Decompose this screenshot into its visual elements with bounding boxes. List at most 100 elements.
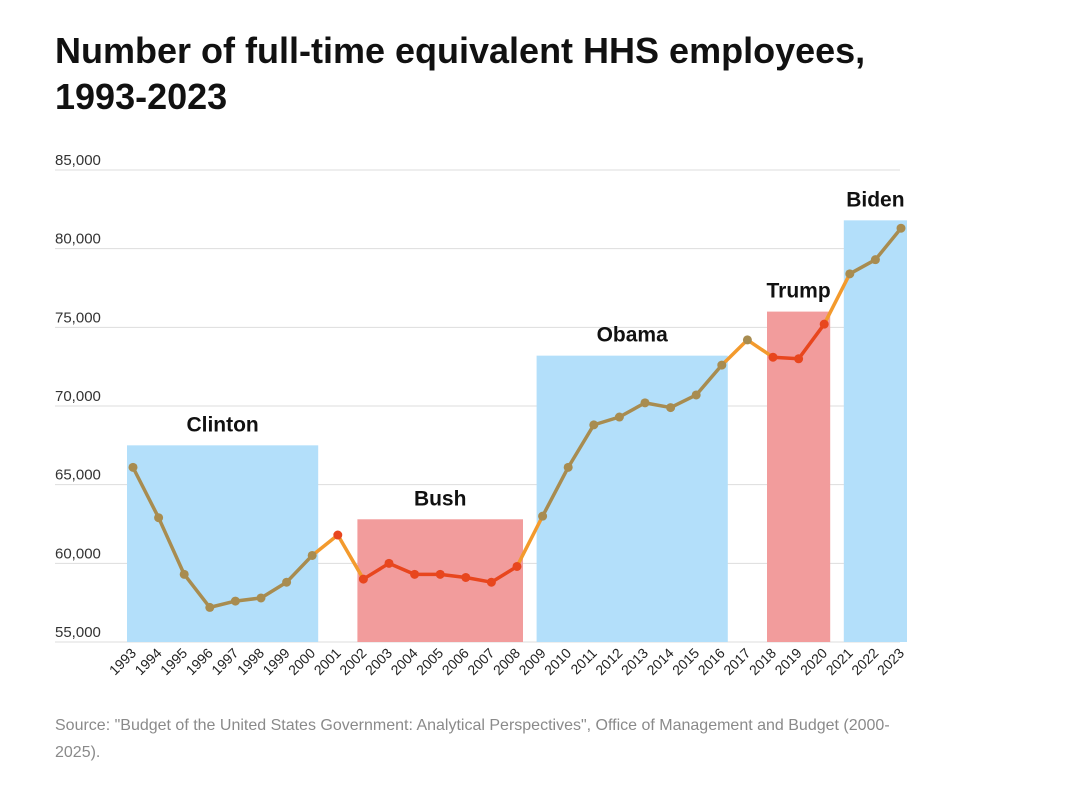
x-tick-label: 2011 — [567, 645, 600, 678]
line-segment — [822, 272, 852, 326]
era-label-trump: Trump — [767, 280, 831, 303]
y-tick-label: 65,000 — [55, 467, 101, 484]
y-tick-label: 85,000 — [55, 152, 101, 169]
era-band-clinton — [127, 445, 319, 642]
line-segment — [131, 465, 161, 520]
data-point-2012 — [614, 412, 624, 422]
data-point-2014 — [666, 403, 676, 413]
x-tick-label: 2001 — [311, 645, 344, 678]
data-point-2016 — [717, 360, 727, 370]
x-tick-label: 2002 — [336, 645, 369, 678]
y-axis-ticks: 55,000 60,000 65,000 70,000 75,000 80,000 85,0… — [55, 152, 101, 641]
data-point-1996 — [205, 602, 215, 612]
data-point-2011 — [589, 420, 599, 430]
x-tick-label: 2021 — [823, 645, 856, 678]
data-point-2008 — [512, 561, 522, 571]
line-segment — [182, 572, 212, 610]
source-note: Source: "Budget of the United States Gov… — [55, 717, 890, 761]
y-tick-label: 80,000 — [55, 231, 101, 248]
line-segment — [694, 363, 724, 397]
x-tick-label: 2015 — [669, 645, 702, 678]
data-points — [128, 223, 906, 612]
x-tick-label: 2016 — [695, 645, 728, 678]
x-tick-label: 2000 — [285, 645, 318, 678]
x-tick-label: 1998 — [234, 645, 267, 678]
data-point-2017 — [742, 335, 752, 345]
x-tick-label: 2003 — [362, 645, 395, 678]
data-point-2023 — [896, 223, 906, 233]
data-point-2002 — [358, 574, 368, 584]
line-chart: 55,000 60,000 65,000 70,000 75,000 80,000 85,0… — [55, 152, 907, 678]
x-tick-label: 1995 — [157, 645, 190, 678]
x-tick-label: 2019 — [771, 645, 804, 678]
era-band-bush — [357, 519, 523, 642]
line-segment — [720, 338, 750, 367]
x-tick-label: 2012 — [592, 645, 625, 678]
x-tick-label: 1994 — [131, 645, 164, 678]
era-band-obama — [536, 355, 728, 642]
x-tick-label: 2013 — [618, 645, 651, 678]
line-segment — [310, 533, 340, 558]
line-segment — [387, 561, 417, 577]
x-tick-label: 2017 — [720, 645, 753, 678]
x-tick-label: 2007 — [464, 645, 497, 678]
y-tick-label: 60,000 — [55, 545, 101, 562]
x-tick-label: 2023 — [874, 645, 907, 678]
data-point-2000 — [307, 550, 317, 560]
line-segment — [489, 564, 519, 584]
data-point-1993 — [128, 462, 138, 472]
data-point-2004 — [410, 569, 420, 579]
data-point-2015 — [691, 390, 701, 400]
x-tick-label: 2005 — [413, 645, 446, 678]
x-tick-label: 2022 — [848, 645, 881, 678]
data-point-2010 — [563, 462, 573, 472]
data-point-1997 — [230, 596, 240, 606]
data-point-2006 — [461, 572, 471, 582]
line-segment — [617, 401, 647, 419]
data-point-2013 — [640, 398, 650, 408]
x-tick-label: 2006 — [439, 645, 472, 678]
line-segment — [361, 561, 391, 581]
data-point-2005 — [435, 569, 445, 579]
y-tick-label: 70,000 — [55, 388, 101, 405]
data-point-2018 — [768, 352, 778, 362]
line-segment — [284, 553, 314, 584]
line-segment — [873, 226, 903, 262]
x-tick-label: 1996 — [183, 645, 216, 678]
data-point-2021 — [845, 269, 855, 279]
x-tick-label: 1993 — [106, 645, 139, 678]
line-segment — [848, 257, 878, 276]
x-tick-label: 2020 — [797, 645, 830, 678]
y-tick-label: 55,000 — [55, 624, 101, 641]
data-point-2003 — [384, 558, 394, 568]
data-point-2001 — [333, 530, 343, 540]
x-tick-label: 1999 — [259, 645, 292, 678]
data-point-2022 — [870, 255, 880, 265]
data-point-1998 — [256, 593, 266, 603]
x-tick-label: 2008 — [490, 645, 523, 678]
data-point-2019 — [794, 354, 804, 364]
era-label-bush: Bush — [414, 487, 467, 510]
era-label-clinton: Clinton — [186, 413, 258, 436]
data-point-2007 — [486, 577, 496, 587]
line-segment — [259, 580, 289, 600]
line-segment — [668, 393, 698, 410]
x-tick-label: 1997 — [208, 645, 241, 678]
data-point-2020 — [819, 319, 829, 329]
line-segment — [745, 338, 775, 359]
line-segment — [515, 514, 545, 569]
data-point-1999 — [282, 577, 292, 587]
era-bands — [127, 220, 907, 642]
line-segment — [540, 465, 570, 518]
data-point-1994 — [154, 513, 164, 523]
x-tick-label: 2010 — [541, 645, 574, 678]
data-point-1995 — [179, 569, 189, 579]
line-segment — [796, 322, 826, 361]
era-label-biden: Biden — [846, 188, 904, 211]
line-segment — [566, 423, 596, 470]
line-segment — [156, 515, 186, 577]
line-segment — [336, 533, 366, 581]
era-label-obama: Obama — [597, 324, 669, 347]
x-tick-label: 2014 — [643, 645, 676, 678]
era-band-biden — [843, 220, 907, 642]
